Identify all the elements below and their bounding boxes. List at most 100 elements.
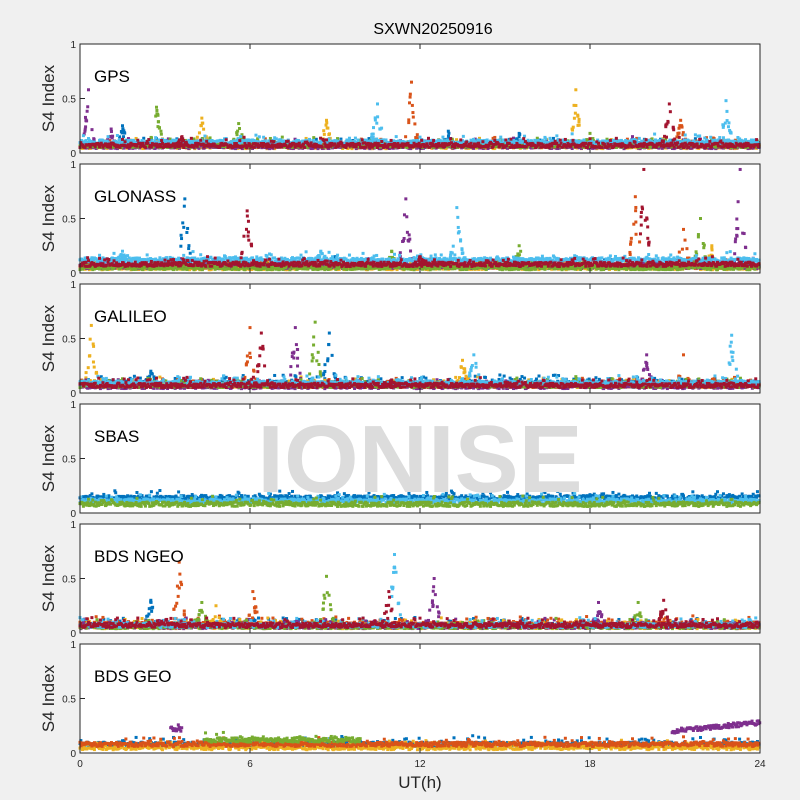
data-point	[154, 136, 158, 140]
data-point	[653, 132, 657, 136]
data-point	[711, 146, 715, 150]
spike-point	[110, 136, 114, 140]
spike-point	[576, 114, 580, 118]
data-point	[688, 146, 692, 150]
data-point	[81, 134, 85, 138]
spike-peak	[446, 129, 450, 133]
data-point	[409, 147, 413, 151]
spike-point	[570, 127, 574, 131]
data-points	[78, 80, 761, 151]
spike-point	[90, 128, 94, 132]
spike-point	[235, 133, 239, 137]
data-point	[721, 136, 725, 140]
data-point	[473, 137, 477, 141]
spike-point	[413, 122, 417, 126]
data-point	[657, 146, 661, 150]
data-point	[126, 137, 130, 141]
spike-point	[83, 127, 87, 131]
spike-point	[159, 132, 163, 136]
spike-point	[82, 132, 86, 136]
spike-point	[322, 132, 326, 136]
spike-point	[447, 131, 451, 135]
data-point	[354, 147, 358, 151]
data-point	[698, 134, 702, 138]
data-point	[499, 135, 503, 139]
data-point	[311, 146, 315, 150]
spike-point	[111, 134, 115, 138]
data-point	[239, 134, 243, 138]
data-point	[556, 147, 560, 151]
spike-point	[156, 112, 160, 116]
spike-point	[155, 108, 159, 112]
spike-point	[86, 105, 90, 109]
data-point	[121, 141, 124, 145]
data-point	[151, 145, 155, 149]
data-point	[608, 146, 612, 150]
spike-point	[237, 127, 241, 131]
data-point	[94, 146, 98, 150]
data-point	[637, 136, 641, 140]
spike-point	[681, 131, 685, 135]
spike-peak	[109, 127, 113, 131]
data-point	[625, 137, 629, 141]
data-point	[377, 147, 381, 151]
data-point	[690, 146, 694, 150]
spike-point	[447, 137, 451, 141]
data-point	[137, 145, 141, 149]
data-point	[268, 147, 272, 151]
data-point	[134, 136, 138, 140]
spike-point	[411, 111, 415, 115]
data-point	[347, 146, 351, 150]
spike-point	[574, 103, 578, 107]
data-point	[254, 133, 258, 137]
spike-point	[123, 131, 127, 135]
data-point	[293, 137, 297, 141]
data-point	[551, 136, 555, 140]
data-point	[154, 146, 158, 150]
data-point	[430, 146, 434, 150]
data-point	[120, 145, 124, 149]
data-point	[142, 147, 146, 151]
data-point	[484, 146, 488, 150]
data-point	[367, 137, 371, 141]
data-point	[106, 135, 110, 139]
spike-point	[85, 109, 89, 113]
data-point	[660, 146, 664, 150]
data-point	[550, 146, 554, 150]
spike-peak	[588, 131, 592, 135]
data-point	[544, 137, 548, 141]
spike-peak	[325, 118, 328, 122]
data-point	[570, 147, 574, 151]
data-point	[709, 135, 713, 139]
spike-point	[122, 129, 126, 133]
spike-point	[325, 121, 329, 125]
spike-point	[411, 115, 415, 119]
data-point	[308, 137, 311, 141]
data-point	[262, 135, 266, 139]
data-point	[441, 135, 445, 139]
data-point	[622, 147, 626, 151]
data-point	[668, 138, 672, 142]
data-point	[203, 134, 207, 138]
data-point	[115, 133, 119, 137]
data-point	[99, 146, 103, 150]
spike-point	[410, 103, 414, 107]
spike-point	[202, 127, 206, 131]
spike-point	[159, 129, 163, 133]
spike-point	[83, 115, 87, 119]
data-point	[309, 147, 313, 151]
spike-point	[407, 118, 411, 122]
spike-point	[677, 126, 681, 130]
data-point	[493, 135, 497, 139]
spike-point	[324, 123, 328, 127]
data-point	[555, 134, 559, 138]
spike-point	[415, 133, 419, 137]
data-point	[650, 146, 654, 150]
data-point	[257, 135, 261, 139]
data-point	[379, 147, 383, 151]
data-point	[356, 138, 360, 142]
spike-point	[408, 95, 412, 99]
data-point	[263, 137, 267, 141]
spike-peak	[155, 105, 158, 109]
spike-point	[577, 120, 581, 124]
